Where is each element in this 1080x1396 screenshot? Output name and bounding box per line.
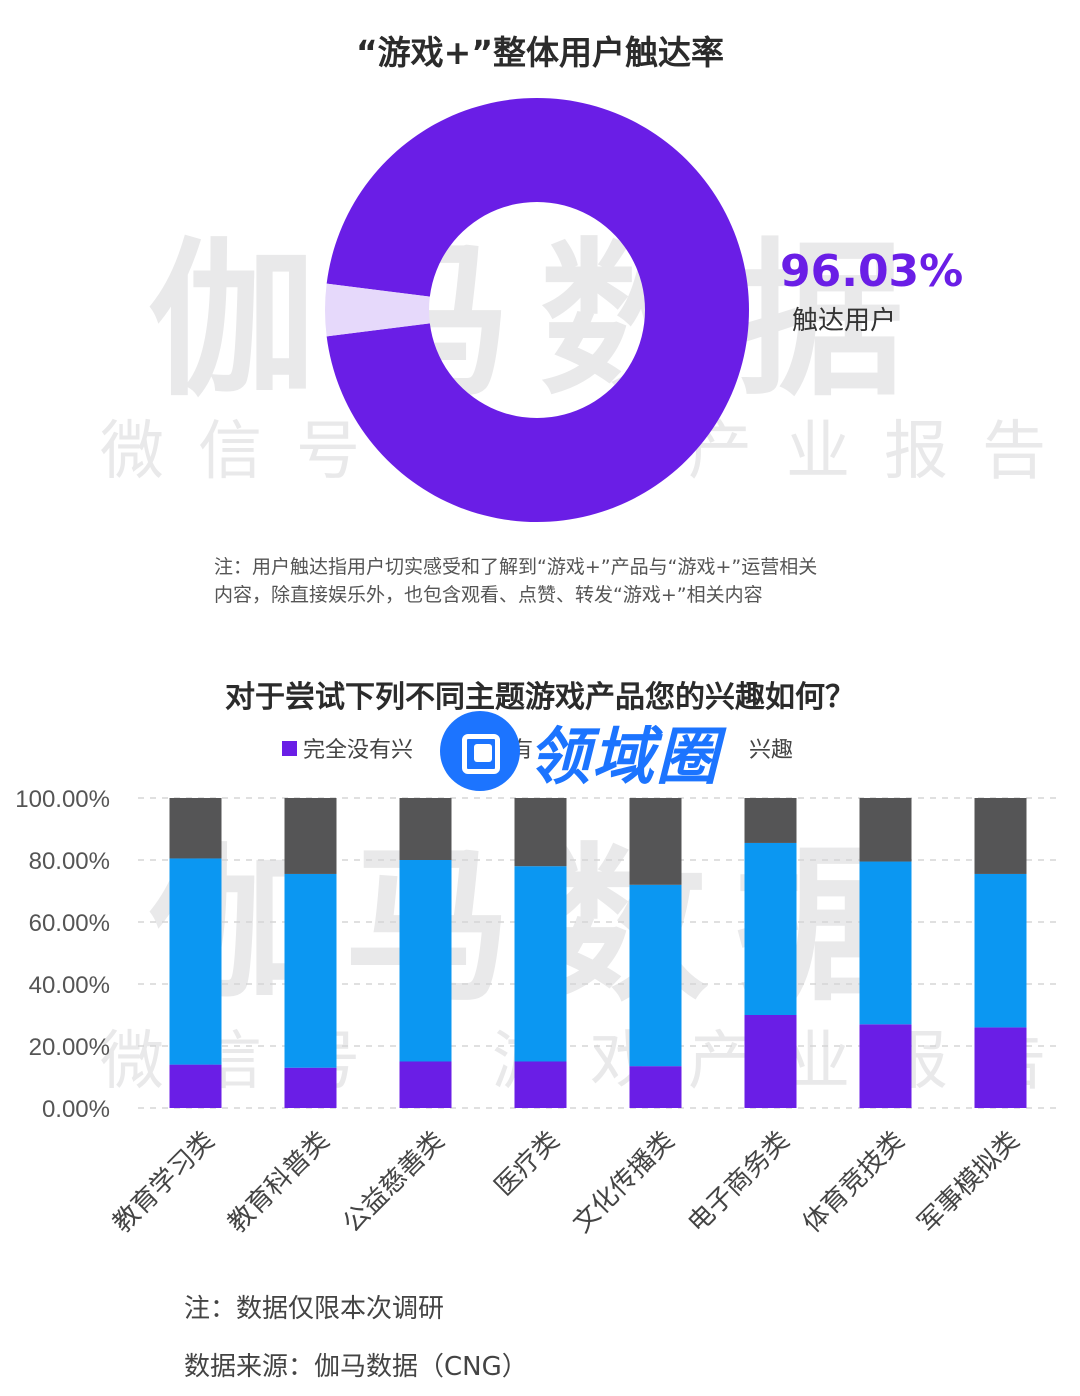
logo: 领域圈	[440, 706, 720, 796]
bar-chart-title: 对于尝试下列不同主题游戏产品您的兴趣如何？	[225, 680, 855, 715]
logo-icon	[440, 711, 520, 791]
y-tick-label: 80.00%	[29, 848, 110, 875]
bar-segment	[629, 1066, 682, 1108]
bar-segment	[514, 798, 567, 867]
bar-segment	[629, 884, 682, 1067]
bar-segment	[859, 1024, 912, 1108]
x-tick-label: 教育科普类	[222, 1126, 335, 1239]
y-tick-label: 20.00%	[29, 1034, 110, 1061]
bar-segment	[284, 873, 337, 1068]
donut-chart	[325, 98, 749, 522]
bar-chart-legend: 完全没有兴 有 兴趣	[282, 732, 793, 764]
x-tick-label: 教育学习类	[107, 1126, 220, 1239]
bar-segment	[399, 1061, 452, 1108]
donut-slice-2	[325, 283, 430, 337]
bar-segment	[169, 858, 222, 1065]
donut-note: 注：用户触达指用户切实感受和了解到“游戏+”产品与“游戏+”运营相关 内容，除直…	[214, 553, 914, 609]
bar-segment	[744, 842, 797, 1015]
bar-segment	[514, 866, 567, 1062]
x-tick-label: 电子商务类	[682, 1126, 795, 1239]
bar-segment	[284, 1067, 337, 1108]
bar-segment	[974, 798, 1027, 874]
y-tick-label: 0.00%	[42, 1096, 110, 1123]
stacked-bar-chart: 0.00% 20.00% 40.00% 60.00% 80.00% 100.00% 教育学习…	[15, 786, 1058, 1239]
legend-label-3: 兴趣	[749, 738, 794, 763]
bar-segment	[169, 798, 222, 859]
donut-note-line-1: 注：用户触达指用户切实感受和了解到“游戏+”产品与“游戏+”运营相关	[214, 556, 818, 578]
y-tick-label: 100.00%	[15, 786, 110, 813]
bar-segment	[514, 1061, 567, 1108]
bar-segment	[284, 798, 337, 874]
legend-item-1: 完全没有兴	[282, 732, 413, 764]
bar-segment	[399, 798, 452, 860]
y-tick-label: 40.00%	[29, 972, 110, 999]
x-tick-label: 医疗类	[489, 1126, 565, 1202]
bar-segment	[169, 1064, 222, 1108]
legend-label-1: 完全没有兴	[303, 738, 414, 763]
donut-chart-title: “游戏+”整体用户触达率	[355, 33, 725, 72]
y-tick-label: 60.00%	[29, 910, 110, 937]
bar-segment	[974, 1027, 1027, 1108]
survey-note: 注：数据仅限本次调研	[184, 1294, 445, 1324]
legend-item-3: 兴趣	[749, 732, 793, 764]
bar-segment	[744, 798, 797, 843]
bar-segment	[859, 798, 912, 862]
x-tick-label: 文化传播类	[567, 1126, 680, 1239]
x-tick-label: 军事模拟类	[912, 1126, 1025, 1239]
donut-highlight-label: 触达用户	[792, 306, 897, 336]
bar-segment	[629, 798, 682, 885]
bar-segment	[974, 873, 1027, 1028]
bar-segment	[399, 860, 452, 1062]
donut-highlight-value: 96.03%	[780, 246, 964, 297]
logo-text: 领域圈	[528, 720, 721, 793]
x-tick-label: 公益慈善类	[337, 1126, 450, 1239]
x-tick-label: 体育竞技类	[797, 1126, 910, 1239]
donut-note-line-2: 内容，除直接娱乐外，也包含观看、点赞、转发“游戏+”相关内容	[214, 584, 763, 606]
data-source: 数据来源：伽马数据（CNG）	[184, 1352, 528, 1382]
legend-swatch-1	[282, 740, 297, 756]
donut-slice-1	[326, 98, 749, 522]
bar-segment	[744, 1015, 797, 1108]
bar-segment	[859, 861, 912, 1025]
